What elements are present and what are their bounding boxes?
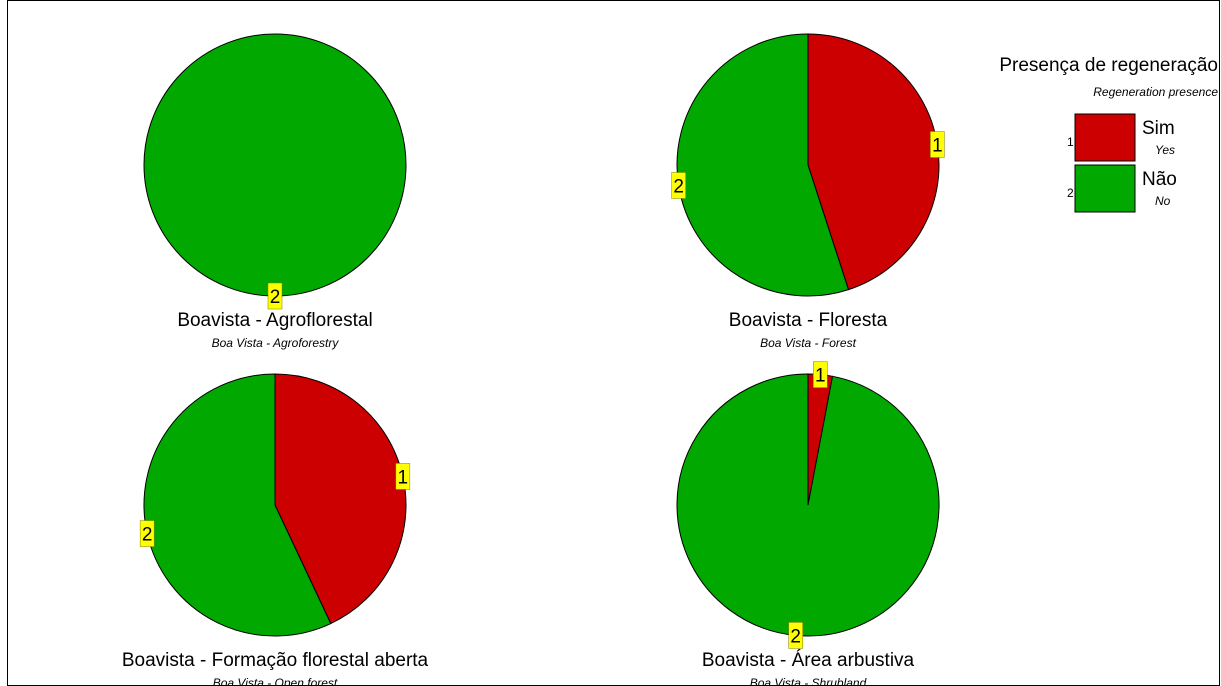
- slice-label-box: [395, 463, 411, 490]
- pie-1-subtitle: Boa Vista - Agroforestry: [212, 336, 340, 350]
- pie-4-slice-label-nao: 2: [788, 622, 803, 649]
- slice-label-box: [930, 131, 945, 158]
- legend-sublabel-no: No: [1155, 194, 1171, 208]
- slice-label-text: 2: [673, 176, 684, 197]
- legend: Presença de regeneração Regeneration pre…: [999, 55, 1218, 213]
- pie-3-slice-label-nao: 2: [139, 520, 155, 547]
- pie-1-title: Boavista - Agroflorestal: [177, 310, 372, 331]
- legend-title: Presença de regeneração: [999, 55, 1218, 76]
- slice-label-box: [139, 520, 155, 547]
- chart-frame: 2 Boavista - Agroflorestal Boa Vista - Agr…: [7, 0, 1220, 686]
- pie-4-title: Boavista - Área arbustiva: [702, 650, 915, 671]
- slice-label-box: [813, 361, 828, 388]
- legend-swatch-sim: [1074, 113, 1136, 162]
- pie-4-slice-label-sim: 1: [813, 361, 828, 388]
- pie-3-subtitle: Boa Vista - Open forest: [213, 676, 338, 686]
- pie-3-title: Boavista - Formação florestal aberta: [122, 650, 429, 671]
- legend-code-2: 2: [1067, 186, 1074, 200]
- legend-swatch-nao: [1074, 164, 1136, 213]
- pie-3-slice-label-sim: 1: [395, 463, 411, 490]
- slice-label-text: 1: [398, 467, 409, 488]
- pie-2-slice-label-nao: 2: [671, 172, 686, 199]
- legend-sublabel-yes: Yes: [1155, 143, 1175, 157]
- legend-label-nao: Não: [1142, 169, 1177, 190]
- slice-label-text: 1: [815, 366, 826, 387]
- pie-2-title: Boavista - Floresta: [729, 310, 888, 331]
- slice-label-text: 2: [270, 287, 281, 308]
- slice-label-text: 2: [790, 626, 801, 647]
- slice-label-box: [671, 172, 686, 199]
- pie-4-subtitle: Boa Vista - Shrubland: [750, 676, 867, 686]
- slice-label-text: 2: [142, 525, 153, 546]
- legend-code-1: 1: [1067, 135, 1074, 149]
- legend-subtitle: Regeneration presence: [1093, 85, 1218, 99]
- slice-label-text: 1: [932, 136, 943, 157]
- pie-1-slice-nao: [143, 33, 407, 297]
- legend-label-sim: Sim: [1142, 118, 1175, 139]
- slice-label-box: [788, 622, 803, 649]
- pie-2-slice-label-sim: 1: [930, 131, 945, 158]
- pie-4-slice-nao: [676, 373, 940, 637]
- pie-1-slice-label-nao: 2: [267, 282, 283, 310]
- slice-label-box: [267, 282, 283, 310]
- pie-2-subtitle: Boa Vista - Forest: [760, 336, 856, 350]
